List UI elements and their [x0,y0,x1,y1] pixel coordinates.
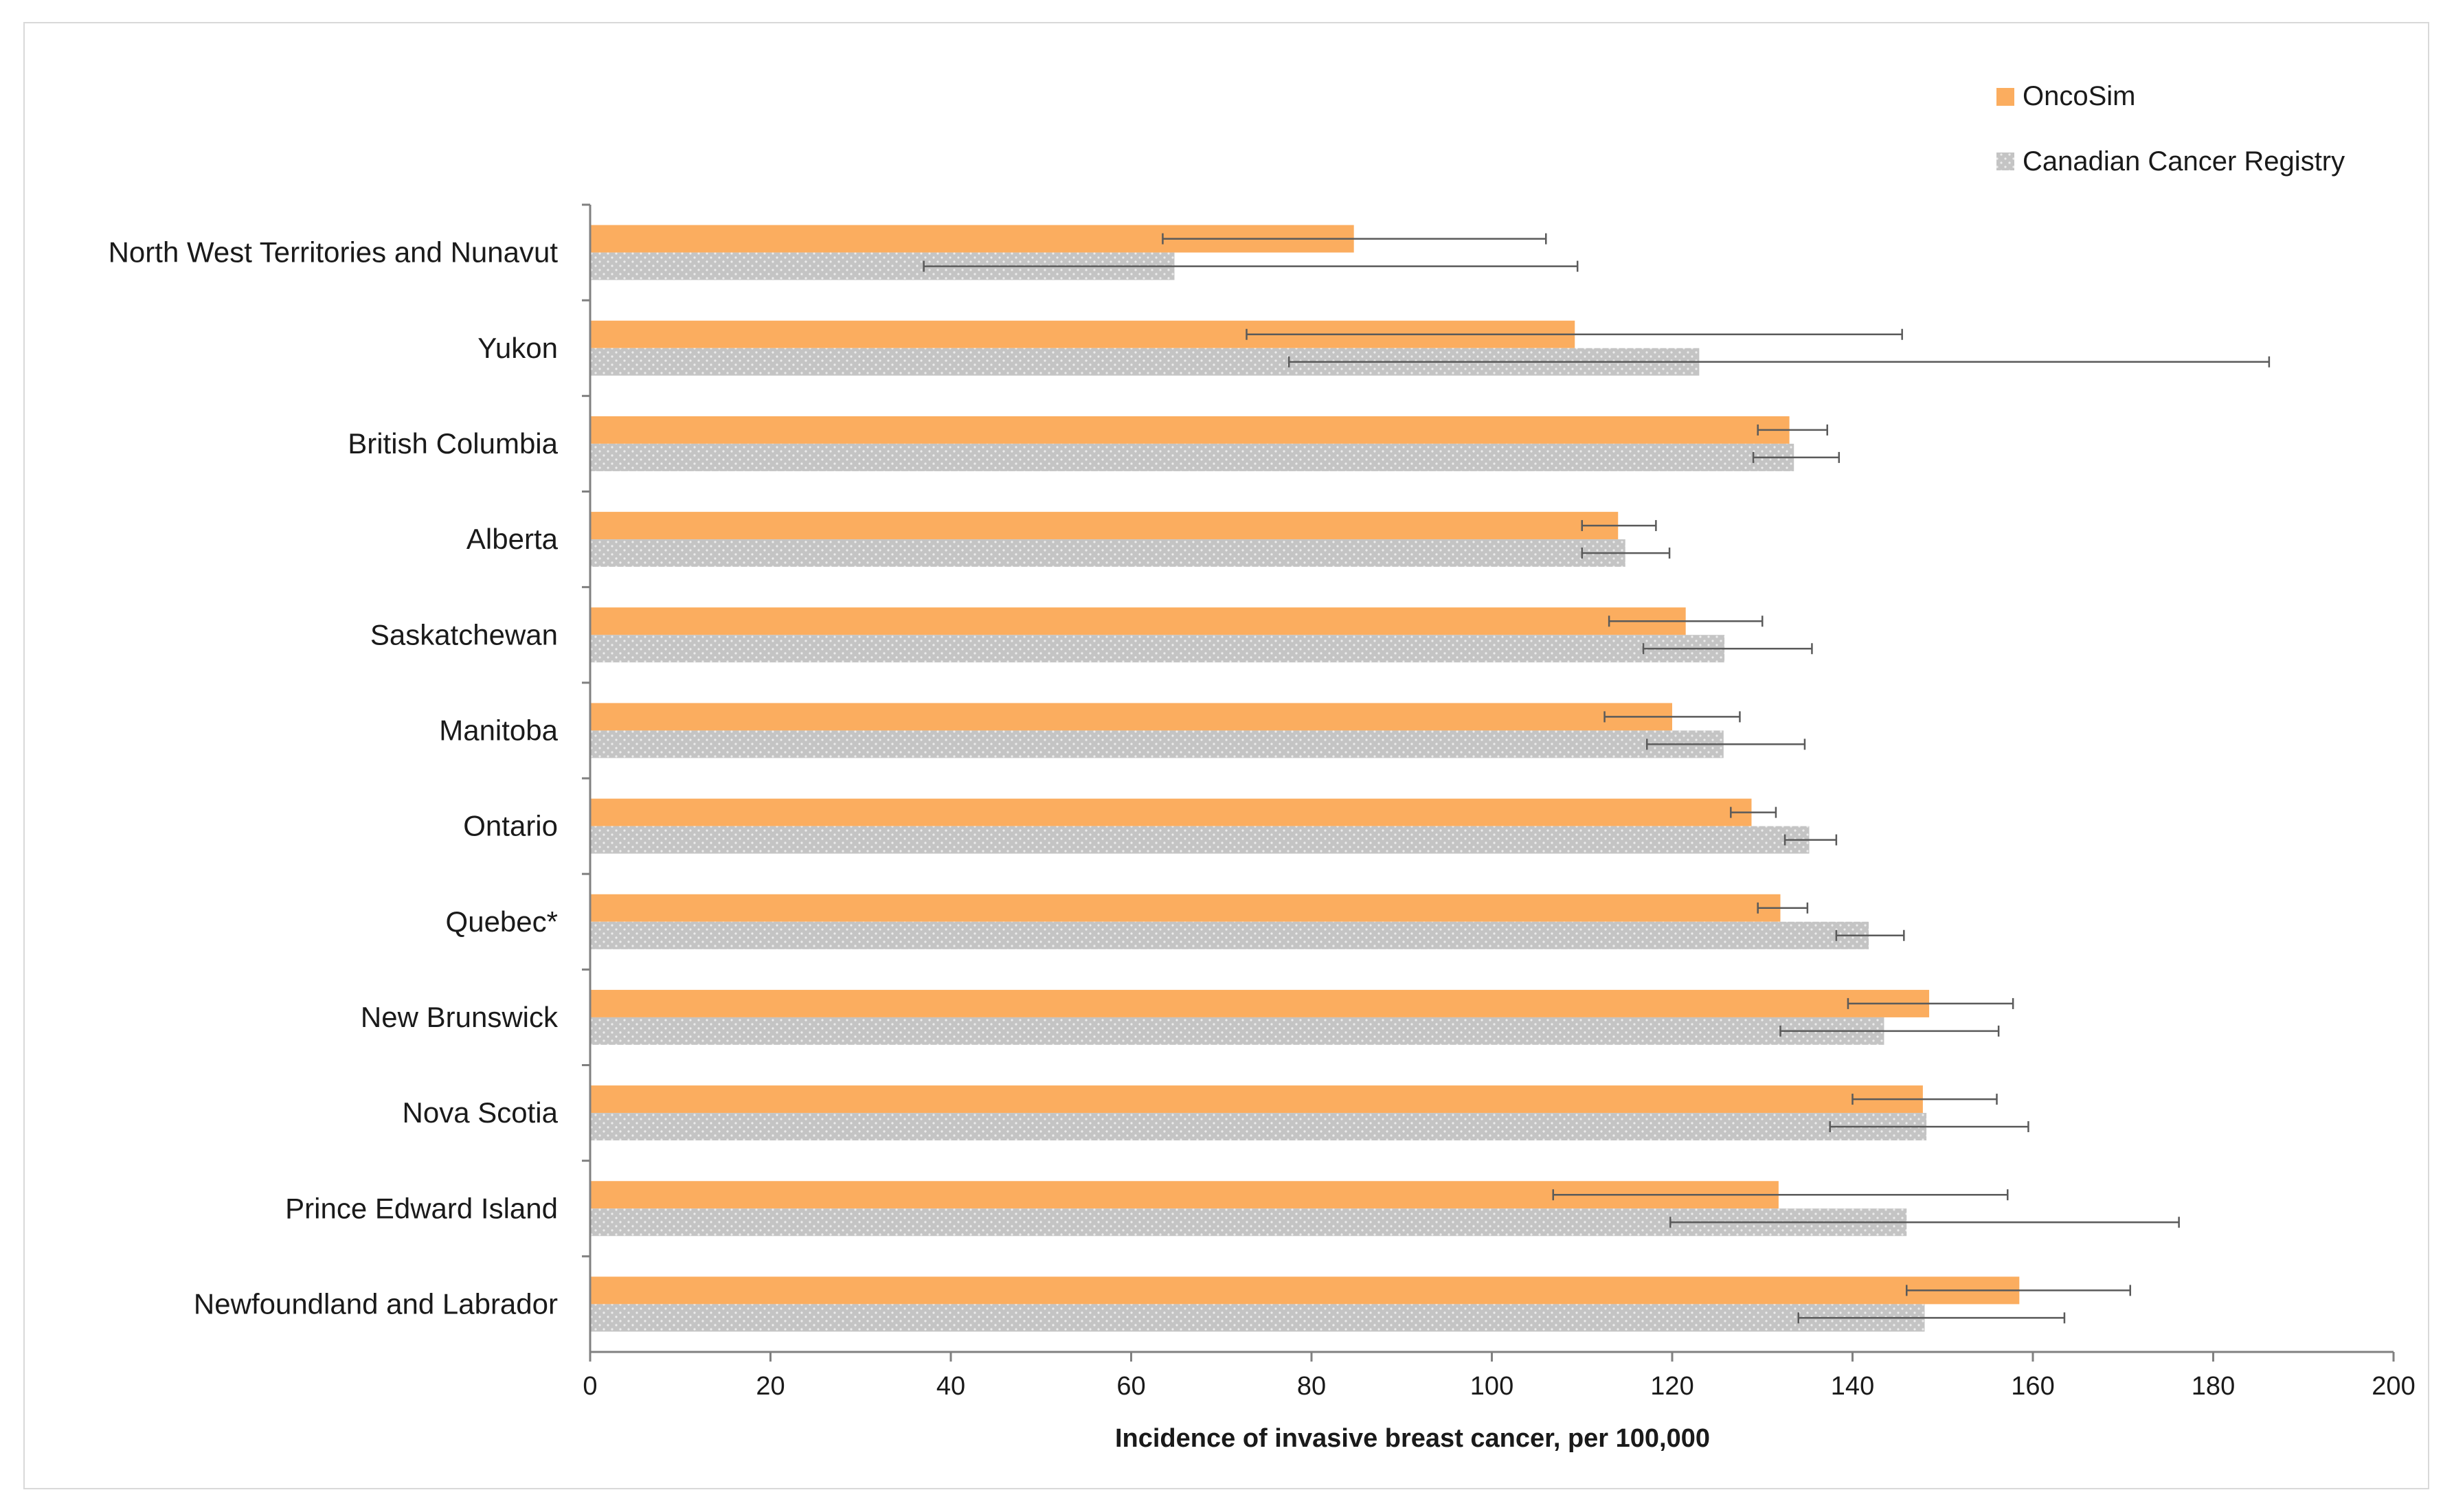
error-bar-registry-british-columbia [1752,451,1840,463]
legend-swatch-registry [1996,153,2014,170]
x-tick-label-40: 40 [936,1372,965,1401]
error-bars-layer [923,233,2271,1324]
bar-registry-new-brunswick [590,1017,1884,1045]
error-bar-registry-manitoba [1646,738,1806,750]
bar-oncosim-new-brunswick [590,989,1930,1017]
error-bar-oncosim-nova-scotia [1851,1094,1998,1105]
bar-registry-quebec [590,921,1869,949]
error-bar-registry-ontario [1783,834,1838,846]
category-label-north-west-territories-and-nunavut: North West Territories and Nunavut [109,236,559,269]
legend-label-registry: Canadian Cancer Registry [2023,146,2345,177]
bar-registry-nova-scotia [590,1113,1927,1141]
category-label-prince-edward-island: Prince Edward Island [285,1192,558,1224]
x-tick-label-20: 20 [756,1372,785,1401]
bar-registry-british-columbia [590,443,1794,471]
error-bar-oncosim-ontario [1730,806,1777,818]
bar-oncosim-manitoba [590,703,1672,731]
error-bar-oncosim-north-west-territories-and-nunavut [1162,233,1547,245]
chart-frame [23,22,2429,1489]
category-labels: North West Territories and Nunavut Yukon B… [109,236,559,1320]
x-tick-label-140: 140 [1831,1372,1874,1401]
error-bar-oncosim-alberta [1581,520,1657,532]
error-bar-oncosim-saskatchewan [1608,616,1764,627]
x-tick-label-0: 0 [583,1372,597,1401]
bar-oncosim-nova-scotia [590,1085,1923,1114]
category-label-alberta: Alberta [466,523,559,555]
x-tick-label-80: 80 [1297,1372,1326,1401]
error-bar-oncosim-new-brunswick [1847,997,2014,1009]
x-tick-label-200: 200 [2372,1372,2415,1401]
bar-registry-manitoba [590,730,1724,758]
bar-oncosim-alberta [590,512,1619,540]
bar-oncosim-british-columbia [590,416,1790,444]
bar-oncosim-saskatchewan [590,607,1686,635]
error-bar-registry-saskatchewan [1642,643,1813,655]
legend-label-oncosim: OncoSim [2023,81,2136,111]
bar-registry-saskatchewan [590,635,1725,663]
x-tick-label-160: 160 [2011,1372,2054,1401]
x-tick-label-180: 180 [2192,1372,2235,1401]
error-bar-oncosim-newfoundland-and-labrador [1906,1285,2131,1296]
x-ticks: 0 20 40 60 80 100 120 140 160 180 200 [582,203,2416,1401]
error-bar-registry-prince-edward-island [1669,1217,2180,1228]
category-label-ontario: Ontario [463,810,558,842]
bar-oncosim-quebec [590,894,1781,922]
error-bar-registry-newfoundland-and-labrador [1797,1312,2066,1324]
x-tick-label-100: 100 [1470,1372,1513,1401]
bar-oncosim-newfoundland-and-labrador [590,1276,2020,1305]
category-label-newfoundland-and-labrador: Newfoundland and Labrador [194,1287,558,1320]
error-bar-oncosim-british-columbia [1757,424,1828,436]
error-bar-registry-quebec [1835,929,1905,941]
error-bar-registry-new-brunswick [1779,1025,2000,1037]
error-bar-registry-yukon [1287,356,2271,368]
legend-swatch-oncosim [1996,88,2014,106]
bar-registry-alberta [590,539,1625,567]
error-bar-oncosim-yukon [1246,328,1903,340]
error-bar-registry-north-west-territories-and-nunavut [923,260,1579,272]
error-bar-oncosim-quebec [1757,902,1809,914]
x-tick-label-120: 120 [1650,1372,1693,1401]
category-label-saskatchewan: Saskatchewan [370,618,558,651]
category-label-yukon: Yukon [477,332,558,364]
category-label-manitoba: Manitoba [439,714,558,746]
error-bar-registry-alberta [1581,548,1671,559]
error-bar-oncosim-manitoba [1603,711,1741,723]
bar-registry-ontario [590,826,1810,854]
category-label-british-columbia: British Columbia [348,427,558,460]
category-label-nova-scotia: Nova Scotia [403,1096,559,1129]
bars-layer [590,225,2020,1332]
error-bar-oncosim-prince-edward-island [1552,1189,2009,1201]
bar-registry-newfoundland-and-labrador [590,1304,1925,1332]
category-label-quebec: Quebec* [446,905,558,938]
x-axis-title: Incidence of invasive breast cancer, per… [1115,1424,1710,1453]
x-tick-label-60: 60 [1116,1372,1145,1401]
legend: OncoSim Canadian Cancer Registry [1996,81,2345,177]
category-label-new-brunswick: New Brunswick [361,1001,559,1033]
bar-oncosim-ontario [590,798,1752,826]
error-bar-registry-nova-scotia [1829,1121,2029,1133]
